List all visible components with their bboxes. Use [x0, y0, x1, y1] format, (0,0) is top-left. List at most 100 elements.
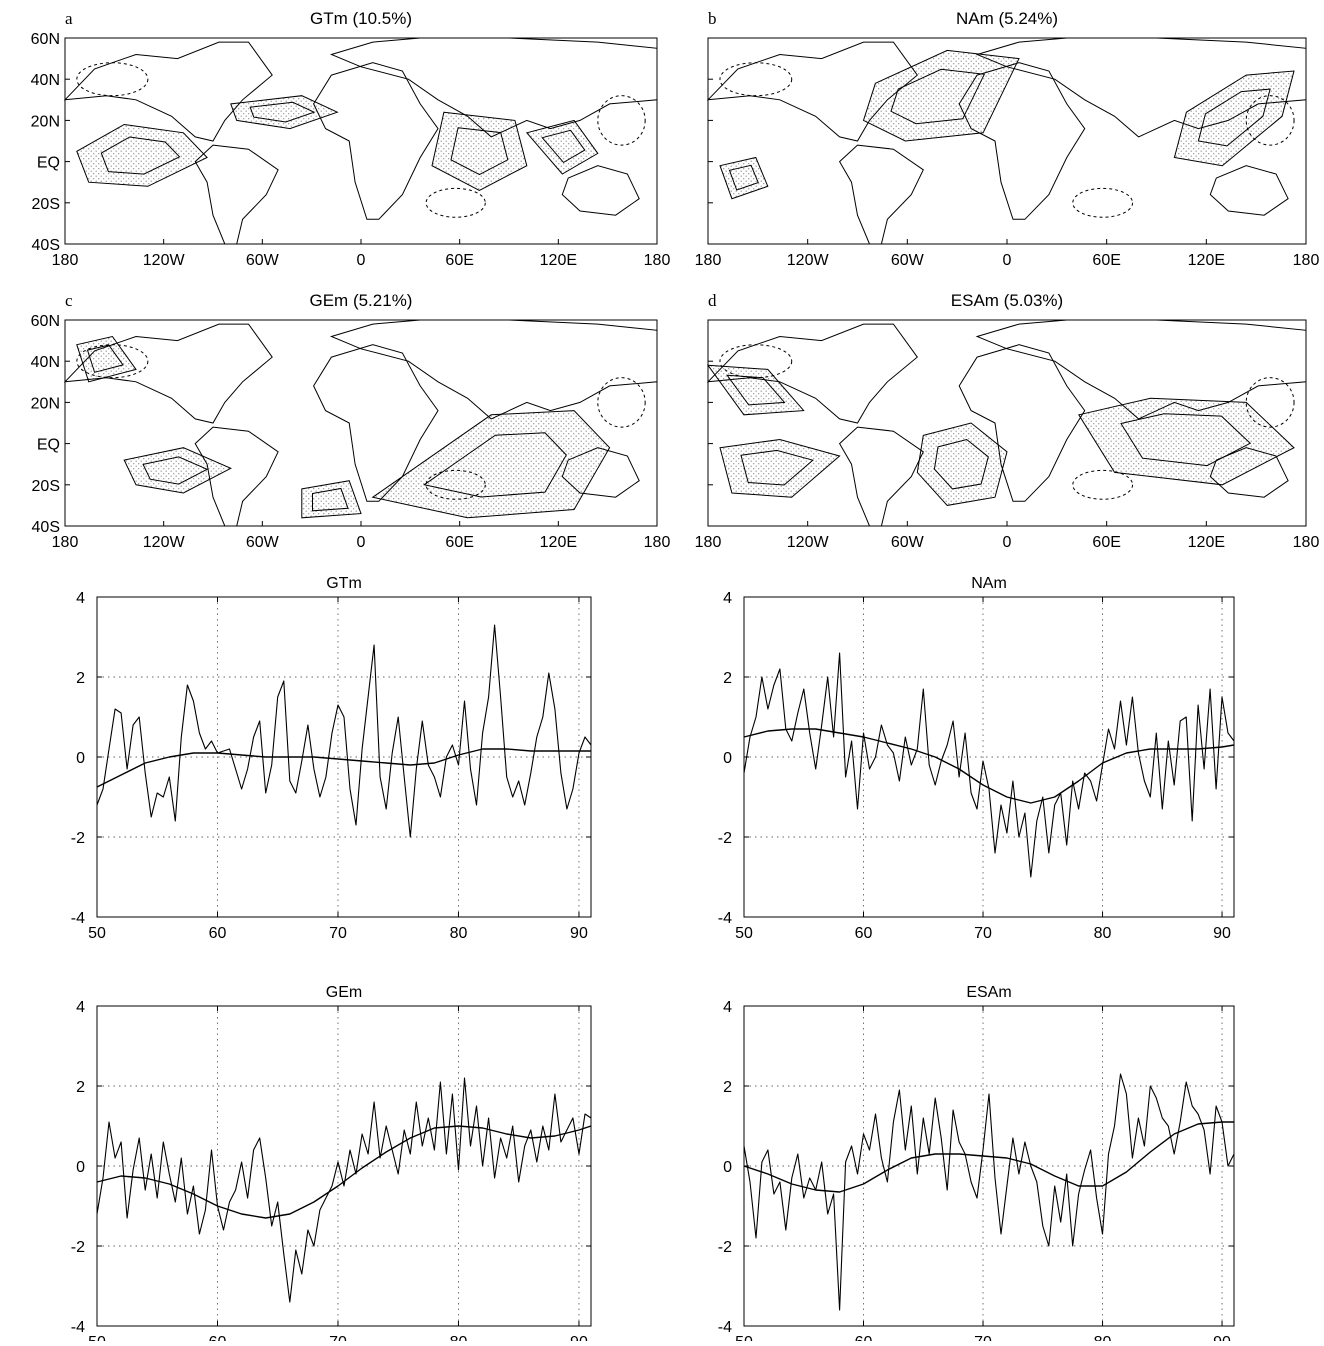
- series-line-raw: [96, 624, 592, 838]
- y-tick-label: -4: [71, 1319, 85, 1336]
- positive-stipple-region: [1078, 397, 1295, 486]
- x-tick-label: 60: [209, 1334, 227, 1341]
- coastline: [706, 41, 918, 142]
- y-tick-label: 0: [76, 1159, 85, 1176]
- map-title: NAm (5.24%): [956, 9, 1058, 28]
- y-tick-label: -2: [71, 1239, 85, 1256]
- map-panel-d: d ESAm (5.03%) 180 120W 60W 0 60E 120E 180: [695, 291, 1320, 551]
- y-tick-label: 2: [76, 670, 85, 687]
- coastline: [706, 323, 918, 424]
- y-tick-label: -4: [718, 910, 732, 927]
- lat-tick-label: 60N: [31, 313, 60, 330]
- timeseries-gtm: GTm 50 60 70 80 90 4 2 0 -2 -4: [71, 575, 592, 942]
- chart-title: ESAm: [966, 984, 1011, 1001]
- coastline: [838, 426, 924, 527]
- positive-stipple-region: [706, 364, 805, 416]
- negative-contour: [1245, 95, 1295, 146]
- y-tick-label: 0: [76, 750, 85, 767]
- positive-contour: [450, 127, 509, 176]
- negative-contour: [597, 377, 646, 428]
- lat-tick-label: 40S: [32, 237, 60, 254]
- y-tick-label: 2: [76, 1079, 85, 1096]
- map-title: GEm (5.21%): [310, 291, 413, 310]
- y-tick-label: 4: [76, 999, 85, 1016]
- map-title: GTm (10.5%): [310, 9, 412, 28]
- positive-contour: [86, 344, 124, 373]
- positive-contour: [1197, 88, 1271, 147]
- positive-contour: [142, 456, 209, 485]
- panel-letter: d: [708, 291, 717, 310]
- series-line-smooth: [96, 1125, 592, 1219]
- lon-tick-label: 0: [1003, 252, 1012, 269]
- x-tick-label: 70: [329, 1334, 347, 1341]
- plot-frame: [743, 1005, 1235, 1327]
- positive-contour: [1120, 413, 1252, 467]
- positive-stipple-region: [862, 49, 1020, 142]
- positive-contour: [726, 374, 786, 406]
- lat-tick-label: 20S: [32, 478, 60, 495]
- lon-tick-label: 60W: [246, 534, 280, 551]
- x-tick-label: 60: [209, 925, 227, 942]
- positive-contour: [312, 487, 349, 512]
- coastline: [194, 144, 279, 245]
- x-tick-label: 60: [855, 925, 873, 942]
- coastline: [329, 319, 658, 420]
- lon-tick-label: 60W: [246, 252, 280, 269]
- coastline: [1209, 447, 1289, 498]
- coastline: [838, 144, 924, 245]
- lon-tick-label: 0: [357, 252, 366, 269]
- x-tick-label: 90: [1213, 925, 1231, 942]
- y-tick-label: 2: [723, 1079, 732, 1096]
- chart-title: NAm: [971, 575, 1007, 592]
- lat-tick-label: 20N: [31, 395, 60, 412]
- positive-contour: [541, 129, 586, 164]
- positive-contour: [100, 136, 181, 175]
- positive-contour: [249, 101, 316, 123]
- timeseries-gem: GEm 50 60 70 80 90 4 2 0 -2 -4: [71, 984, 592, 1346]
- lat-tick-label: 60N: [31, 31, 60, 48]
- coastline: [958, 344, 1086, 502]
- series-line-raw: [743, 652, 1235, 878]
- y-tick-label: 4: [723, 590, 732, 607]
- lon-tick-label: 180: [695, 252, 722, 269]
- lon-tick-label: 180: [1293, 534, 1320, 551]
- coastline: [561, 447, 640, 498]
- positive-stipple-region: [123, 447, 232, 494]
- positive-stipple-region: [525, 119, 599, 175]
- coastline: [63, 41, 273, 142]
- x-tick-label: 80: [1094, 1334, 1112, 1341]
- x-tick-label: 50: [88, 1334, 106, 1341]
- x-tick-label: 90: [1213, 1334, 1231, 1341]
- lat-tick-label: 40S: [32, 519, 60, 536]
- coastline: [958, 62, 1086, 220]
- lon-tick-label: 120W: [787, 252, 830, 269]
- series-line-smooth: [743, 1121, 1234, 1193]
- x-tick-label: 90: [570, 925, 588, 942]
- x-tick-label: 50: [735, 1334, 753, 1341]
- panel-letter: c: [65, 291, 73, 310]
- x-tick-label: 70: [974, 1334, 992, 1341]
- lon-tick-label: 180: [52, 534, 79, 551]
- x-tick-label: 50: [88, 925, 106, 942]
- lon-tick-label: 120W: [787, 534, 830, 551]
- negative-contour: [425, 187, 486, 218]
- x-tick-label: 80: [450, 925, 468, 942]
- y-tick-label: 2: [723, 670, 732, 687]
- positive-stipple-region: [76, 335, 137, 383]
- x-tick-label: 80: [1094, 925, 1112, 942]
- lon-tick-label: 120E: [540, 534, 577, 551]
- x-tick-label: 70: [974, 925, 992, 942]
- positive-contour: [423, 432, 567, 498]
- timeseries-nam: NAm 50 60 70 80 90 4 2 0 -2 -4: [718, 575, 1235, 942]
- timeseries-esam: ESAm 50 60 70 80 90 4 2 0 -2 -4: [718, 984, 1235, 1346]
- chart-title: GEm: [326, 984, 362, 1001]
- x-tick-label: 80: [450, 1334, 468, 1341]
- map-panel-b: b NAm (5.24%) 180 120W 60W 0 60E 120E 180: [695, 9, 1320, 269]
- lon-tick-label: 60E: [1092, 534, 1120, 551]
- series-line-smooth: [743, 728, 1235, 804]
- negative-contour: [1072, 187, 1134, 218]
- negative-contour: [1245, 377, 1295, 428]
